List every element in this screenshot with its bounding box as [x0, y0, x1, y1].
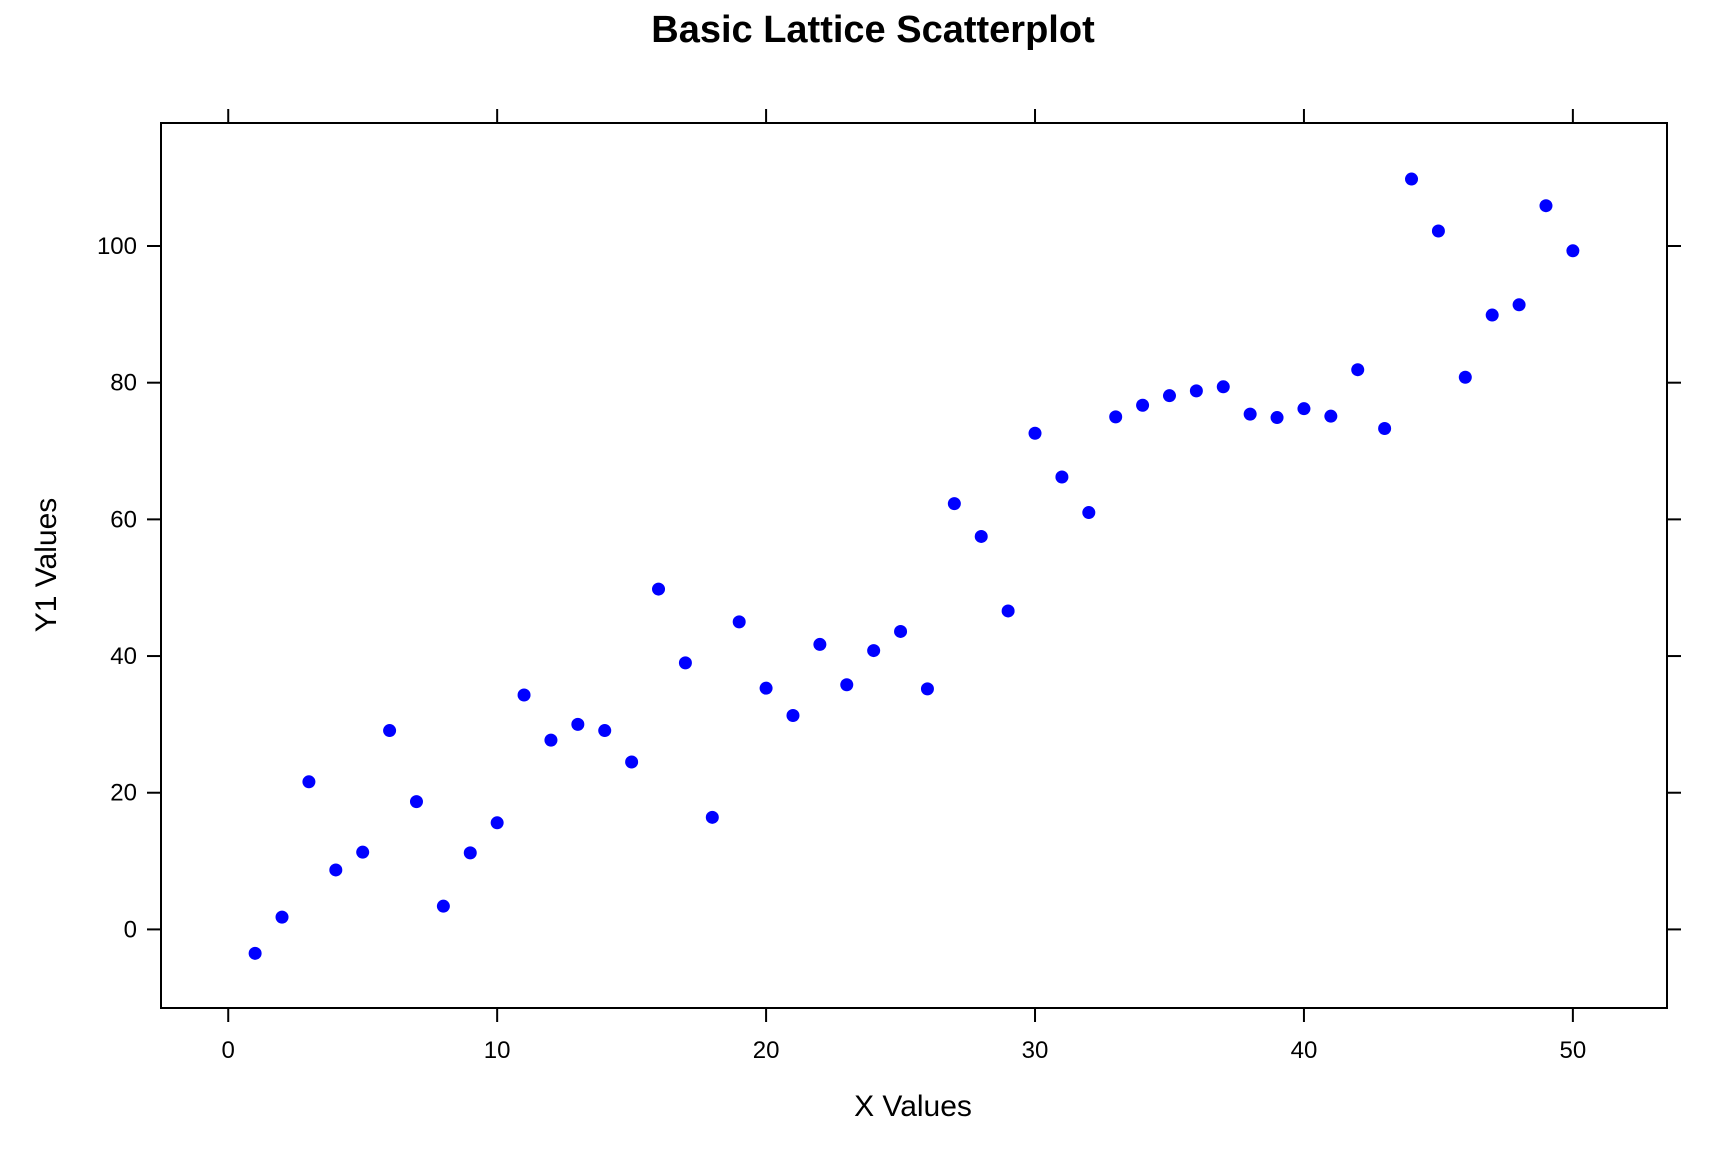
data-point	[1512, 298, 1526, 312]
x-axis-label: X Values	[854, 1090, 972, 1123]
data-point	[383, 724, 397, 738]
data-point	[786, 709, 800, 723]
data-point	[652, 582, 666, 596]
y-tick-label: 80	[110, 370, 137, 397]
data-point	[1055, 470, 1069, 484]
data-point	[1378, 421, 1392, 435]
data-point	[1351, 363, 1365, 377]
y-tick-label: 100	[97, 233, 137, 260]
y-tick-label: 40	[110, 643, 137, 670]
y-axis-label: Y1 Values	[30, 498, 63, 633]
data-point	[436, 899, 450, 913]
data-point	[894, 624, 908, 638]
data-point	[248, 946, 262, 960]
x-tick-label: 40	[1291, 1037, 1318, 1064]
data-point	[598, 724, 612, 738]
data-point	[867, 644, 881, 658]
data-point	[920, 682, 934, 696]
data-point	[1405, 172, 1419, 186]
chart-title: Basic Lattice Scatterplot	[651, 9, 1095, 51]
data-point	[1431, 224, 1445, 238]
data-point	[1270, 411, 1284, 425]
data-point	[356, 845, 370, 859]
data-point	[1297, 402, 1311, 416]
data-point	[974, 529, 988, 543]
data-point	[329, 863, 343, 877]
data-point	[1082, 506, 1096, 520]
data-point	[678, 656, 692, 670]
data-point	[813, 637, 827, 651]
data-point	[759, 681, 773, 695]
data-point	[517, 688, 531, 702]
x-tick-label: 20	[753, 1037, 780, 1064]
data-point	[732, 615, 746, 629]
data-point	[705, 810, 719, 824]
data-point	[1324, 409, 1338, 423]
data-point	[275, 910, 289, 924]
data-point	[1109, 410, 1123, 424]
y-tick-label: 0	[124, 916, 137, 943]
x-tick-label: 50	[1560, 1037, 1587, 1064]
x-tick-label: 0	[222, 1037, 235, 1064]
axis-ticks: 0 10 20 30 40 50 0 20 40 60 80 100	[97, 109, 1681, 1064]
y-tick-label: 60	[110, 506, 137, 533]
data-point	[1539, 199, 1553, 213]
data-point	[1566, 244, 1580, 258]
data-point	[409, 795, 423, 809]
data-point	[1028, 426, 1042, 440]
data-point	[1243, 407, 1257, 421]
data-point	[1216, 380, 1230, 394]
data-point	[1162, 389, 1176, 403]
data-point	[1485, 308, 1499, 322]
data-point	[490, 816, 504, 830]
x-tick-label: 30	[1022, 1037, 1049, 1064]
data-point	[302, 775, 316, 789]
x-tick-label: 10	[484, 1037, 511, 1064]
data-point	[947, 497, 961, 511]
data-point	[463, 846, 477, 860]
data-point	[1136, 398, 1150, 412]
data-points	[248, 172, 1580, 960]
data-point	[840, 678, 854, 692]
y-tick-label: 20	[110, 780, 137, 807]
data-point	[625, 755, 639, 769]
data-point	[544, 733, 558, 747]
data-point	[1458, 370, 1472, 384]
plot-frame	[160, 122, 1668, 1009]
data-point	[1189, 384, 1203, 398]
data-point	[1001, 604, 1015, 618]
data-point	[571, 717, 585, 731]
